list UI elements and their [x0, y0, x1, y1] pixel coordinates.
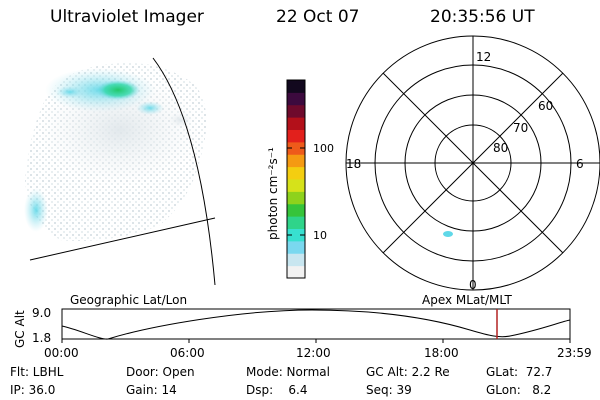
colorbar-segment [287, 92, 305, 106]
colorbar-ticks: 100 10 [287, 142, 334, 242]
colorbar-segment [287, 228, 305, 242]
lat-label-80: 80 [493, 141, 508, 155]
filter-readout: Flt: LBHL [10, 365, 64, 379]
mlt-label-0: 0 [469, 278, 477, 292]
timeline-frame [61, 308, 571, 340]
colorbar-segment [287, 240, 305, 254]
timeline-left-label: Geographic Lat/Lon [70, 293, 187, 307]
mlt-label-12: 12 [476, 50, 491, 64]
timeline-y-tick-high: 9.0 [32, 306, 51, 320]
timeline-y-axis-label: GC Alt [13, 310, 27, 348]
mlt-label-6: 6 [576, 157, 584, 171]
altitude-curve [61, 309, 571, 340]
ip-readout: IP: 36.0 [10, 383, 56, 397]
colorbar-tick-10: 10 [313, 229, 327, 242]
auroral-image [24, 62, 207, 242]
observation-date: 22 Oct 07 [276, 7, 360, 27]
gc-alt-readout: GC Alt: 2.2 Re [366, 365, 450, 379]
seq-readout: Seq: 39 [366, 383, 412, 397]
terminator-line [29, 217, 216, 261]
colorbar-frame [286, 79, 306, 279]
timeline-x-tick-0600: 06:00 [170, 346, 205, 360]
colorbar-segment [287, 166, 305, 180]
polar-plot [345, 35, 600, 291]
mlt-label-18: 18 [346, 157, 361, 171]
timeline-right-label: Apex MLat/MLT [422, 293, 512, 307]
colorbar-segment [287, 141, 305, 155]
glat-readout: GLat: 72.7 [486, 365, 553, 379]
colorbar-segment [287, 191, 305, 205]
lat-label-60: 60 [538, 99, 553, 113]
timeline-x-tick-1200: 12:00 [296, 346, 331, 360]
colorbar-segment [287, 265, 305, 279]
timeline-x-ticks [61, 339, 571, 343]
mode-readout: Mode: Normal [246, 365, 330, 379]
colorbar-segment [287, 129, 305, 143]
timeline-y-tick-low: 1.8 [32, 331, 51, 345]
earth-limb [152, 57, 216, 286]
colorbar [286, 79, 306, 279]
dsp-readout: Dsp: 6.4 [246, 383, 308, 397]
instrument-title: Ultraviolet Imager [50, 7, 204, 27]
colorbar-segment [287, 203, 305, 217]
colorbar-segment [287, 80, 305, 93]
timeline-x-tick-2359: 23:59 [557, 346, 592, 360]
polar-labels: 12 0 18 6 60 70 80 [346, 50, 584, 292]
gain-readout: Gain: 14 [126, 383, 177, 397]
glon-readout: GLon: 8.2 [486, 383, 552, 397]
colorbar-unit-label: photon cm⁻²s⁻¹ [266, 147, 280, 240]
lat-label-70: 70 [513, 121, 528, 135]
timeline-x-tick-1800: 18:00 [424, 346, 459, 360]
door-readout: Door: Open [126, 365, 195, 379]
observation-time: 20:35:56 UT [430, 7, 535, 27]
colorbar-segment [287, 216, 305, 229]
colorbar-segment [287, 154, 305, 168]
timeline-x-tick-0000: 00:00 [44, 346, 79, 360]
polar-aurora-spot [443, 231, 453, 237]
colorbar-segment [287, 117, 305, 130]
colorbar-segment [287, 253, 305, 267]
colorbar-tick-100: 100 [313, 142, 334, 155]
colorbar-segment [287, 104, 305, 118]
colorbar-segment [287, 179, 305, 192]
